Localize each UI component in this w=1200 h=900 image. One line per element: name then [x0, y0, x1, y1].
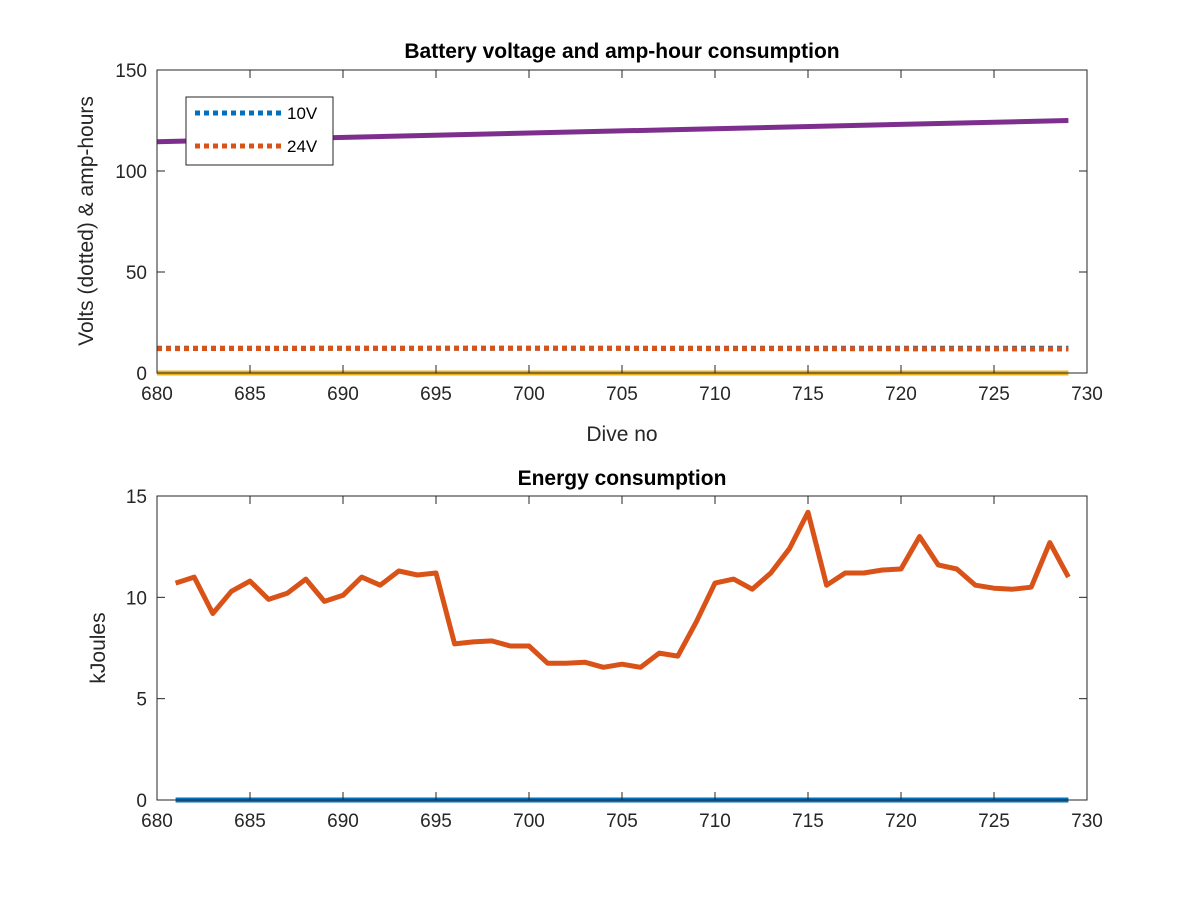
voltage-y-tick-label-1: 50	[126, 263, 147, 284]
voltage-x-tick-label-10: 730	[1071, 384, 1103, 405]
voltage-x-tick-label-4: 700	[513, 384, 545, 405]
energy-x-tick-label-8: 720	[885, 811, 917, 832]
voltage-x-tick-label-1: 685	[234, 384, 266, 405]
voltage-x-tick-label-8: 720	[885, 384, 917, 405]
energy-x-tick-label-2: 690	[327, 811, 359, 832]
energy-x-tick-label-10: 730	[1071, 811, 1103, 832]
voltage-x-axis-label: Dive no	[586, 423, 657, 446]
voltage-x-tick-label-5: 705	[606, 384, 638, 405]
energy-x-tick-label-5: 705	[606, 811, 638, 832]
voltage-y-tick-label-3: 150	[115, 61, 147, 82]
voltage-x-tick-label-3: 695	[420, 384, 452, 405]
energy-y-tick-label-1: 5	[136, 690, 147, 711]
voltage-x-tick-label-2: 690	[327, 384, 359, 405]
energy-y-tick-label-3: 15	[126, 487, 147, 508]
legend-label-24v: 24V	[287, 137, 318, 156]
energy-series-line-1	[174, 509, 1071, 670]
voltage-y-tick-label-2: 100	[115, 162, 147, 183]
energy-x-tick-label-9: 725	[978, 811, 1010, 832]
energy-ticks-group: 680 685 690 695 700 705 710 715 720 725 730 0 5 10 15	[126, 487, 1103, 832]
voltage-x-tick-label-7: 715	[792, 384, 824, 405]
energy-x-tick-label-4: 700	[513, 811, 545, 832]
voltage-series-line-1	[156, 345, 1069, 352]
voltage-ticks-group: 680 685 690 695 700 705 710 715 720 725 730 0 50 100 1…	[115, 61, 1103, 405]
legend-box	[185, 96, 334, 166]
energy-x-tick-label-1: 685	[234, 811, 266, 832]
energy-y-tick-label-0: 0	[136, 791, 147, 812]
voltage-x-tick-label-6: 710	[699, 384, 731, 405]
voltage-y-axis-label: Volts (dotted) & amp-hours	[75, 96, 98, 346]
plot-area-energy	[157, 496, 1087, 800]
energy-chart-title: Energy consumption	[518, 467, 727, 490]
energy-x-tick-label-0: 680	[141, 811, 173, 832]
energy-y-axis-label: kJoules	[87, 612, 110, 683]
voltage-ah-plot: 680 685 690 695 700 705 710 715 720 725 730 0 50 100 1…	[75, 40, 1103, 446]
legend: 10V 24V	[185, 96, 334, 166]
voltage-y-tick-label-0: 0	[136, 364, 147, 385]
energy-x-tick-label-6: 710	[699, 811, 731, 832]
voltage-x-tick-label-0: 680	[141, 384, 173, 405]
energy-plot: 680 685 690 695 700 705 710 715 720 725 730051015 …	[87, 467, 1103, 832]
voltage-x-tick-label-9: 725	[978, 384, 1010, 405]
energy-y-tick-label-2: 10	[126, 588, 147, 609]
energy-x-tick-label-3: 695	[420, 811, 452, 832]
energy-x-tick-label-7: 715	[792, 811, 824, 832]
voltage-chart-title: Battery voltage and amp-hour consumption	[404, 40, 839, 63]
legend-label-10v: 10V	[287, 104, 318, 123]
